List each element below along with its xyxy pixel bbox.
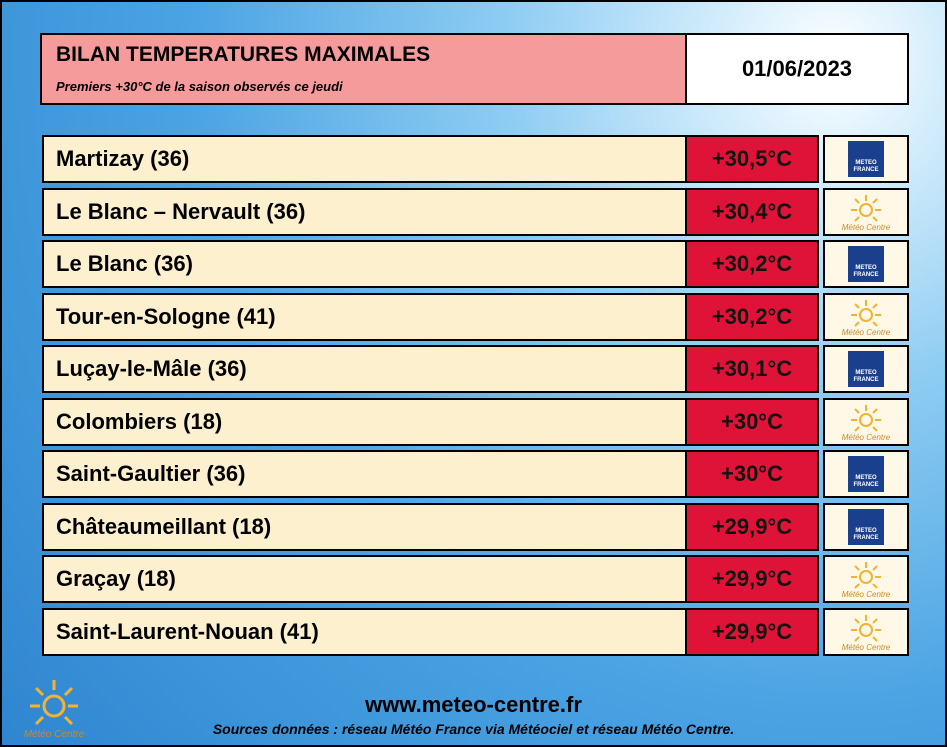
sun-icon [851,299,881,327]
temperature-cell: +30,1°C [685,345,819,393]
date: 01/06/2023 [685,33,909,105]
sun-icon [30,680,78,726]
temperature-cell: +29,9°C [685,555,819,603]
source-cell: Météo Centre [823,607,909,656]
source-cell: METEO FRANCE [823,240,909,288]
source-logo: Météo Centre [838,192,894,232]
source-cell: METEO FRANCE [823,502,909,551]
source-logo: Météo Centre [838,559,894,599]
header-banner: BILAN TEMPERATURES MAXIMALES Premiers +3… [40,33,687,105]
source-logo: METEO FRANCE [848,246,884,282]
source-logo-text: Météo Centre [841,327,891,337]
station-cell: Luçay-le-Mâle (36) [42,345,687,393]
temperature-cell: +29,9°C [685,607,819,656]
sun-icon [851,194,881,222]
website[interactable]: www.meteo-centre.fr [365,692,582,717]
source-logo: Météo Centre [838,402,894,442]
source-logo: METEO FRANCE [848,508,884,545]
source-cell: METEO FRANCE [823,345,909,393]
source-logo-text: Météo Centre [841,222,891,232]
station-cell: Graçay (18) [42,555,687,603]
source-cell: Météo Centre [823,292,909,341]
source-logo-text: Météo Centre [841,432,891,442]
source-logo-text: Météo Centre [841,590,891,599]
station-cell: Tour-en-Sologne (41) [42,292,687,341]
station-cell: Le Blanc (36) [42,240,687,288]
sources: Sources données : réseau Météo France vi… [212,721,735,737]
source-logo: METEO FRANCE [848,141,884,177]
temperature-cell: +30,2°C [685,292,819,341]
source-cell: METEO FRANCE [823,450,909,498]
temperature-cell: +30°C [685,450,819,498]
source-cell: Météo Centre [823,555,909,603]
source-cell: METEO FRANCE [823,135,909,183]
source-logo: Météo Centre [838,612,894,652]
station-cell: Martizay (36) [42,135,687,183]
footer-logo-text: Météo Centre [23,729,85,740]
source-cell: Météo Centre [823,187,909,236]
footer-logo: Météo Centre [14,674,94,742]
source-logo-text: Météo Centre [841,642,891,652]
temperature-cell: +29,9°C [685,502,819,551]
station-cell: Le Blanc – Nervault (36) [42,187,687,236]
temperature-cell: +30,4°C [685,187,819,236]
temperature-cell: +30,2°C [685,240,819,288]
sun-icon [851,562,881,589]
temperature-cell: +30,5°C [685,135,819,183]
sun-icon [851,404,881,432]
source-logo: METEO FRANCE [848,456,884,492]
sun-icon [851,614,881,642]
source-logo: METEO FRANCE [848,351,884,387]
title: BILAN TEMPERATURES MAXIMALES [56,43,431,66]
source-cell: Météo Centre [823,397,909,446]
station-cell: Colombiers (18) [42,397,687,446]
station-cell: Saint-Laurent-Nouan (41) [42,607,687,656]
temperature-cell: +30°C [685,397,819,446]
station-cell: Saint-Gaultier (36) [42,450,687,498]
station-cell: Châteaumeillant (18) [42,502,687,551]
subtitle: Premiers +30°C de la saison observés ce … [56,79,343,94]
source-logo: Météo Centre [838,297,894,337]
